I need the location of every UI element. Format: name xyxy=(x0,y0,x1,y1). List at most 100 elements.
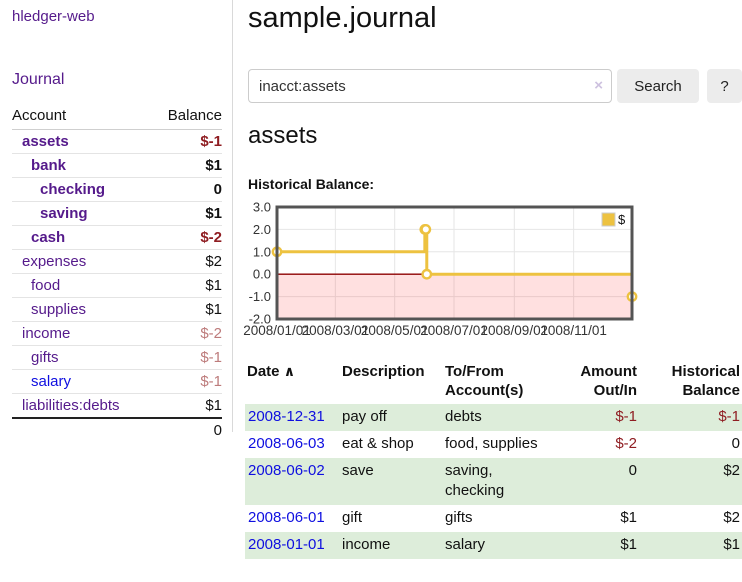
sidebar-accounts-body: assets $-1 bank $1 checking 0 saving $1 cash $-2 e… xyxy=(12,129,222,419)
account-name-cell: saving xyxy=(12,201,152,226)
y-tick-label: 0.0 xyxy=(253,267,271,282)
sidebar-account-link[interactable]: food xyxy=(31,277,61,294)
sidebar-account-row: expenses $2 xyxy=(12,249,222,274)
x-tick-label: 2008/07/01 xyxy=(420,323,488,338)
negative-region xyxy=(277,274,632,319)
transaction-date-link[interactable]: 2008-06-01 xyxy=(248,509,325,526)
help-button[interactable]: ? xyxy=(707,69,742,103)
register-description-cell: save xyxy=(340,458,443,505)
main-content: sample.journal × Search ? assets Histori… xyxy=(233,0,742,582)
register-row: 2008-01-01 income salary $1 $1 xyxy=(245,532,742,559)
search-button[interactable]: Search xyxy=(617,69,699,103)
x-tick-label: 2008/11/01 xyxy=(540,323,607,338)
app-title-link[interactable]: hledger-web xyxy=(12,8,95,25)
data-point-marker xyxy=(421,268,433,280)
y-tick-label: 3.0 xyxy=(253,200,271,215)
transaction-date-link[interactable]: 2008-06-02 xyxy=(248,462,325,479)
register-date-cell: 2008-12-31 xyxy=(245,404,340,431)
register-description-cell: pay off xyxy=(340,404,443,431)
register-accounts-cell: food, supplies xyxy=(445,435,538,452)
sidebar-account-link[interactable]: checking xyxy=(40,181,106,198)
register-row: 2008-06-02 save saving, checking 0 $2 xyxy=(245,458,742,505)
account-balance: $1 xyxy=(151,393,222,419)
account-balance: $-1 xyxy=(151,345,222,370)
register-date-cell: 2008-06-02 xyxy=(245,458,340,505)
accounts-table: Account Balance assets $-1 bank $1 checking 0… xyxy=(12,104,222,442)
account-name-cell: checking xyxy=(12,177,152,202)
register-balance-cell: $2 xyxy=(639,458,742,505)
x-tick-label: 2008/03/01 xyxy=(302,323,370,338)
y-tick-label: -2.0 xyxy=(249,312,271,327)
register-accounts-cell: gifts xyxy=(445,509,473,526)
sidebar-account-link[interactable]: bank xyxy=(31,157,67,174)
clear-search-icon[interactable]: × xyxy=(594,77,603,94)
sidebar-account-row: supplies $1 xyxy=(12,297,222,322)
register-balance-cell: $2 xyxy=(723,509,740,526)
x-tick-label: 2008/09/01 xyxy=(481,323,549,338)
transaction-date-link[interactable]: 2008-06-03 xyxy=(248,435,325,452)
sidebar-account-row: checking 0 xyxy=(12,177,222,202)
account-name-cell: food xyxy=(12,273,152,298)
transaction-date-link[interactable]: 2008-01-01 xyxy=(248,536,325,553)
register-header-balance: Historical Balance xyxy=(671,363,740,399)
historical-balance-chart: $3.0 2.0 1.0 0.0 -1.0 -2.0 2008/01/01 2008/03/0… xyxy=(243,200,642,342)
register-accounts-cell: salary xyxy=(443,532,549,559)
accounts-total-value: 0 xyxy=(151,417,222,442)
sidebar-account-link[interactable]: expenses xyxy=(22,253,87,270)
x-tick-label: 2008/01/01 xyxy=(243,323,311,338)
register-row: 2008-06-01 gift gifts $1 $2 xyxy=(245,505,742,532)
register-amount-cell: $-1 xyxy=(549,404,639,431)
transaction-date-link[interactable]: 2008-12-31 xyxy=(248,408,325,425)
accounts-total-spacer xyxy=(12,417,152,442)
sidebar-account-row: income $-2 xyxy=(12,321,222,346)
register-description-cell: eat & shop xyxy=(342,435,414,452)
account-balance: $1 xyxy=(151,297,222,322)
register-row: 2008-12-31 pay off debts $-1 $-1 xyxy=(245,404,742,431)
x-tick-label: 2008/05/01 xyxy=(361,323,429,338)
sidebar-account-row: assets $-1 xyxy=(12,129,222,154)
register-header-date[interactable]: Date ∧ xyxy=(247,363,296,380)
sidebar-account-row: bank $1 xyxy=(12,153,222,178)
account-name-cell: cash xyxy=(12,225,152,250)
sidebar-account-row: liabilities:debts $1 xyxy=(12,393,222,419)
account-balance: $1 xyxy=(151,201,222,226)
accounts-total-row: 0 xyxy=(12,417,222,442)
account-balance: $2 xyxy=(151,249,222,274)
chart-canvas: $3.0 2.0 1.0 0.0 -1.0 -2.02008/01/012008/03/0… xyxy=(243,200,638,338)
sidebar-account-link[interactable]: salary xyxy=(31,373,72,390)
sidebar-account-link[interactable]: income xyxy=(22,325,71,342)
accounts-header-account: Account xyxy=(12,104,152,130)
account-balance: 0 xyxy=(151,177,222,202)
register-header-description: Description xyxy=(342,363,425,380)
register-accounts-cell: debts xyxy=(443,404,549,431)
legend-label: $ xyxy=(618,212,626,227)
search-input[interactable] xyxy=(248,69,612,103)
page-title: sample.journal xyxy=(248,2,437,34)
account-balance: $-1 xyxy=(151,129,222,154)
register-description-cell: gift xyxy=(342,509,363,526)
account-balance: $-1 xyxy=(151,369,222,394)
register-table: Date ∧ Description To/From Account(s) Am… xyxy=(245,358,742,559)
sidebar-account-link[interactable]: assets xyxy=(22,133,69,150)
plot-border xyxy=(275,205,634,321)
data-point-marker xyxy=(420,224,432,235)
account-balance: $1 xyxy=(151,153,222,178)
sidebar-account-row: food $1 xyxy=(12,273,222,298)
register-balance-cell: $-1 xyxy=(639,404,742,431)
sidebar-item-journal[interactable]: Journal xyxy=(12,71,65,88)
sidebar-account-link[interactable]: cash xyxy=(31,229,66,246)
register-amount-cell: 0 xyxy=(549,458,639,505)
account-name-cell: income xyxy=(12,321,152,346)
sidebar-account-row: cash $-2 xyxy=(12,225,222,250)
sidebar-account-link[interactable]: gifts xyxy=(31,349,59,366)
account-name-cell: supplies xyxy=(12,297,152,322)
sidebar-account-row: salary $-1 xyxy=(12,369,222,394)
sidebar-account-link[interactable]: supplies xyxy=(31,301,87,318)
sidebar-account-link[interactable]: liabilities:debts xyxy=(22,397,120,414)
account-name-cell: bank xyxy=(12,153,152,178)
register-row: 2008-06-03 eat & shop food, supplies $-2 0 xyxy=(245,431,742,458)
sort-asc-icon: ∧ xyxy=(283,363,296,379)
account-balance: $1 xyxy=(151,273,222,298)
search-input-wrap: × xyxy=(248,69,612,103)
sidebar-account-link[interactable]: saving xyxy=(40,205,88,222)
